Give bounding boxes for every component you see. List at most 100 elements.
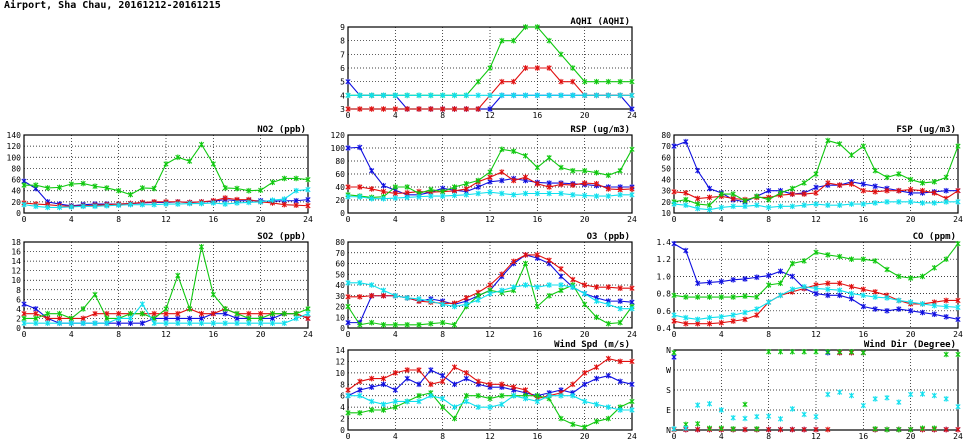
data-point-cyan [671, 426, 677, 432]
y-tick-label: 40 [335, 281, 345, 290]
data-point-red [463, 106, 469, 112]
x-tick-label: 12 [161, 330, 171, 339]
data-point-red [955, 187, 961, 194]
data-point-cyan [860, 402, 866, 409]
data-point-red [825, 280, 831, 287]
data-point-green [187, 158, 193, 164]
data-point-green [872, 426, 878, 432]
data-point-green [754, 294, 760, 300]
data-point-green [582, 167, 588, 174]
data-point-green [357, 321, 363, 328]
data-point-green [499, 146, 505, 153]
data-point-cyan [80, 320, 86, 327]
panel-co-ppm: CO (ppm) 0 4 8 12 16 20 24 0.4 0.6 0.8 1.0 1.2 1.4 [657, 232, 963, 339]
data-point-green [837, 348, 843, 355]
data-point-green [68, 315, 74, 322]
data-point-cyan [919, 301, 926, 307]
x-tick-label: 20 [256, 215, 266, 224]
data-point-red [570, 381, 576, 388]
data-point-blue [766, 187, 772, 194]
data-point-green [345, 410, 351, 416]
x-tick-label: 8 [440, 432, 445, 441]
panel-title: SO2 (ppb) [257, 232, 306, 242]
data-point-blue [404, 375, 410, 382]
data-point-blue [671, 143, 677, 149]
data-point-red [546, 65, 552, 71]
data-point-red [357, 378, 363, 385]
data-point-blue [451, 381, 458, 388]
data-point-cyan [293, 315, 299, 322]
data-point-cyan [534, 92, 540, 99]
data-point-red [357, 184, 363, 190]
data-point-green [718, 191, 724, 197]
y-tick-label: 60 [11, 176, 21, 185]
data-point-red [884, 187, 890, 194]
data-point-cyan [392, 195, 398, 201]
data-point-green [210, 291, 216, 298]
data-point-cyan [742, 415, 748, 422]
data-point-red [475, 106, 481, 112]
data-point-green [463, 392, 469, 399]
data-point-cyan [570, 92, 576, 99]
data-point-green [558, 287, 564, 294]
data-point-cyan [187, 320, 193, 327]
data-point-red [499, 169, 505, 175]
data-point-cyan [163, 320, 169, 327]
data-point-blue [558, 273, 564, 280]
data-point-blue [345, 78, 351, 85]
data-point-cyan [789, 286, 795, 293]
data-point-blue [163, 315, 169, 322]
y-tick-label: 0 [340, 209, 345, 218]
data-point-cyan [416, 92, 422, 99]
data-point-cyan [943, 396, 949, 402]
data-point-green [440, 404, 446, 410]
data-point-green [801, 348, 807, 355]
data-point-cyan [416, 398, 422, 405]
data-point-green [380, 407, 387, 413]
data-point-red [546, 257, 552, 264]
x-tick-label: 24 [303, 330, 313, 339]
data-point-cyan [896, 399, 902, 406]
data-point-cyan [175, 320, 181, 327]
data-point-cyan [848, 392, 855, 399]
data-point-blue [357, 387, 363, 393]
data-point-red [534, 252, 540, 258]
y-tick-label: E [666, 406, 671, 415]
data-point-red [487, 174, 493, 181]
data-point-green [766, 196, 772, 203]
data-point-green [671, 349, 677, 356]
data-point-green [955, 143, 961, 149]
data-point-red [246, 310, 252, 317]
data-point-cyan [80, 203, 86, 210]
data-point-cyan [345, 193, 351, 200]
x-tick-label: 20 [906, 215, 916, 224]
data-point-cyan [605, 193, 611, 199]
x-tick-label: 24 [627, 215, 637, 224]
series-group [671, 348, 961, 433]
data-point-blue [617, 298, 623, 304]
data-point-green [742, 293, 748, 299]
data-point-red [848, 283, 855, 290]
data-point-green [766, 282, 772, 288]
data-point-red [671, 318, 677, 324]
data-point-red [463, 295, 469, 301]
data-point-red [617, 186, 623, 193]
data-point-cyan [404, 295, 410, 301]
data-point-blue [908, 308, 914, 314]
data-point-cyan [766, 413, 772, 420]
data-point-green [281, 175, 287, 182]
y-tick-label: 50 [335, 270, 345, 279]
data-point-red [695, 426, 701, 433]
data-point-cyan [872, 200, 878, 206]
y-tick-label: 100 [331, 144, 346, 153]
data-point-green [475, 392, 481, 399]
data-point-blue [931, 311, 937, 318]
data-point-cyan [848, 201, 855, 207]
y-tick-label: 60 [661, 153, 671, 162]
data-point-green [92, 291, 98, 298]
data-point-red [175, 310, 181, 317]
data-point-red [558, 181, 564, 188]
data-point-cyan [451, 303, 458, 310]
x-tick-label: 16 [859, 432, 869, 441]
y-tick-label: 1.2 [657, 255, 672, 264]
